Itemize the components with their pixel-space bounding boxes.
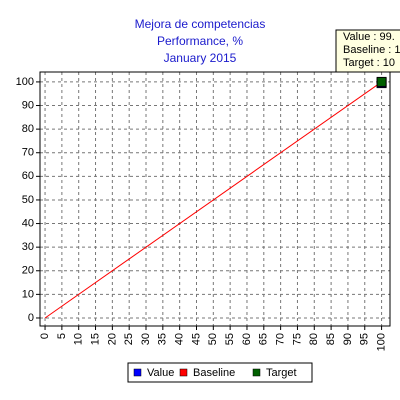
legend-box: [127, 362, 313, 383]
y-tick-label: 30: [22, 241, 34, 253]
y-tick-label: 80: [22, 123, 34, 135]
x-tick-label: 35: [157, 333, 169, 345]
y-tick-label: 20: [22, 265, 34, 277]
x-tick-label: 100: [375, 333, 387, 351]
legend-label: Value: [147, 367, 174, 379]
tooltip-line: Baseline : 10: [343, 44, 400, 56]
y-tick-label: 90: [22, 99, 34, 111]
x-tick-label: 65: [258, 333, 270, 345]
x-tick-label: 20: [106, 333, 118, 345]
x-tick-label: 50: [207, 333, 219, 345]
tooltip-box: [335, 29, 400, 73]
tooltip-line: Value : 99.: [343, 31, 395, 43]
legend-swatch: [252, 368, 261, 377]
x-tick-label: 85: [325, 333, 337, 345]
y-tick-label: 10: [22, 288, 34, 300]
y-tick-label: 100: [16, 76, 34, 88]
x-tick-label: 75: [291, 333, 303, 345]
y-tick-label: 50: [22, 194, 34, 206]
x-tick-label: 95: [359, 333, 371, 345]
x-tick-label: 25: [123, 333, 135, 345]
legend-swatch: [133, 368, 142, 377]
y-tick-label: 0: [28, 312, 34, 324]
chart-subtitle: January 2015: [164, 51, 237, 65]
x-tick-label: 80: [308, 333, 320, 345]
x-tick-label: 70: [275, 333, 287, 345]
x-tick-label: 0: [39, 333, 51, 339]
x-tick-label: 5: [56, 333, 68, 339]
x-tick-label: 30: [140, 333, 152, 345]
legend-label: Baseline: [193, 367, 235, 379]
chart-title: Mejora de competencias: [135, 17, 266, 31]
legend-label: Target: [266, 367, 297, 379]
x-tick-label: 90: [342, 333, 354, 345]
tooltip-line: Target : 10: [343, 57, 395, 69]
y-tick-label: 70: [22, 147, 34, 159]
point-marker: [376, 76, 387, 87]
x-tick-label: 10: [73, 333, 85, 345]
plot-border: [39, 71, 391, 327]
legend-swatch: [179, 368, 188, 377]
baseline-line: [44, 81, 382, 319]
x-tick-label: 55: [224, 333, 236, 345]
chart-subtitle: Performance, %: [157, 34, 243, 48]
x-tick-label: 45: [190, 333, 202, 345]
x-tick-label: 60: [241, 333, 253, 345]
y-tick-label: 60: [22, 170, 34, 182]
x-tick-label: 40: [174, 333, 186, 345]
x-tick-label: 15: [89, 333, 101, 345]
y-tick-label: 40: [22, 217, 34, 229]
